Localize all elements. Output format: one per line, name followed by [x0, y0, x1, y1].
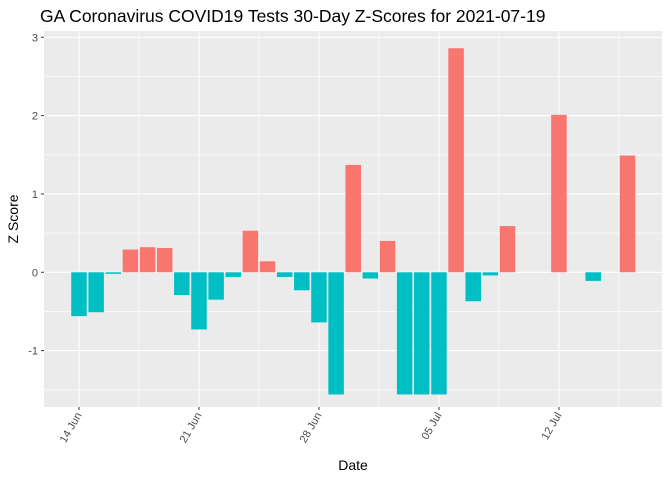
bar-2021-07-07 — [465, 272, 481, 302]
bar-2021-06-26 — [276, 272, 293, 277]
bar-2021-07-05 — [431, 272, 447, 395]
y-tick-label: 3 — [32, 32, 38, 44]
bar-2021-07-09 — [499, 226, 516, 273]
bar-2021-06-15 — [88, 272, 104, 313]
y-tick-label: 1 — [32, 189, 38, 201]
bar-2021-06-17 — [122, 249, 139, 273]
y-tick-label: 0 — [32, 267, 38, 279]
bar-2021-06-14 — [71, 272, 87, 317]
bar-2021-06-28 — [311, 272, 327, 323]
bar-2021-06-22 — [208, 272, 224, 300]
bar-2021-07-08 — [482, 272, 499, 276]
bar-2021-06-18 — [139, 247, 156, 273]
bar-2021-07-12 — [551, 114, 567, 273]
bar-2021-07-04 — [414, 272, 430, 395]
bar-2021-06-24 — [242, 230, 259, 273]
x-axis-title: Date — [338, 457, 368, 473]
x-tick-label: 14 Jun — [58, 411, 85, 446]
bar-2021-06-25 — [259, 261, 276, 273]
bar-2021-06-20 — [174, 272, 190, 295]
x-tick-label: 21 Jun — [178, 411, 205, 446]
bar-2021-06-16 — [105, 272, 122, 274]
y-tick-label: 2 — [32, 111, 38, 123]
bar-2021-07-14 — [585, 272, 601, 281]
chart-title: GA Coronavirus COVID19 Tests 30-Day Z-Sc… — [40, 6, 546, 26]
bar-2021-07-01 — [362, 272, 379, 279]
bar-2021-06-19 — [156, 247, 173, 273]
bar-2021-07-02 — [379, 240, 396, 273]
x-tick-label: 05 Jul — [419, 411, 444, 442]
y-axis: -1 0 1 2 3 — [28, 32, 44, 358]
bar-2021-06-30 — [345, 164, 361, 273]
x-tick-label: 12 Jul — [539, 411, 564, 442]
bar-2021-06-23 — [225, 272, 242, 277]
bar-2021-06-27 — [294, 272, 310, 291]
bar-2021-06-29 — [328, 272, 344, 395]
y-tick-label: -1 — [28, 346, 38, 358]
x-axis: 14 Jun 21 Jun 28 Jun 05 Jul 12 Jul — [58, 407, 565, 445]
y-axis-title: Z Score — [5, 194, 21, 243]
x-tick-label: 28 Jun — [298, 411, 325, 446]
bar-2021-07-16 — [619, 155, 636, 273]
bar-2021-07-03 — [396, 272, 413, 395]
bar-2021-06-21 — [191, 272, 207, 330]
bar-2021-07-06 — [448, 48, 464, 273]
bars — [71, 48, 636, 395]
